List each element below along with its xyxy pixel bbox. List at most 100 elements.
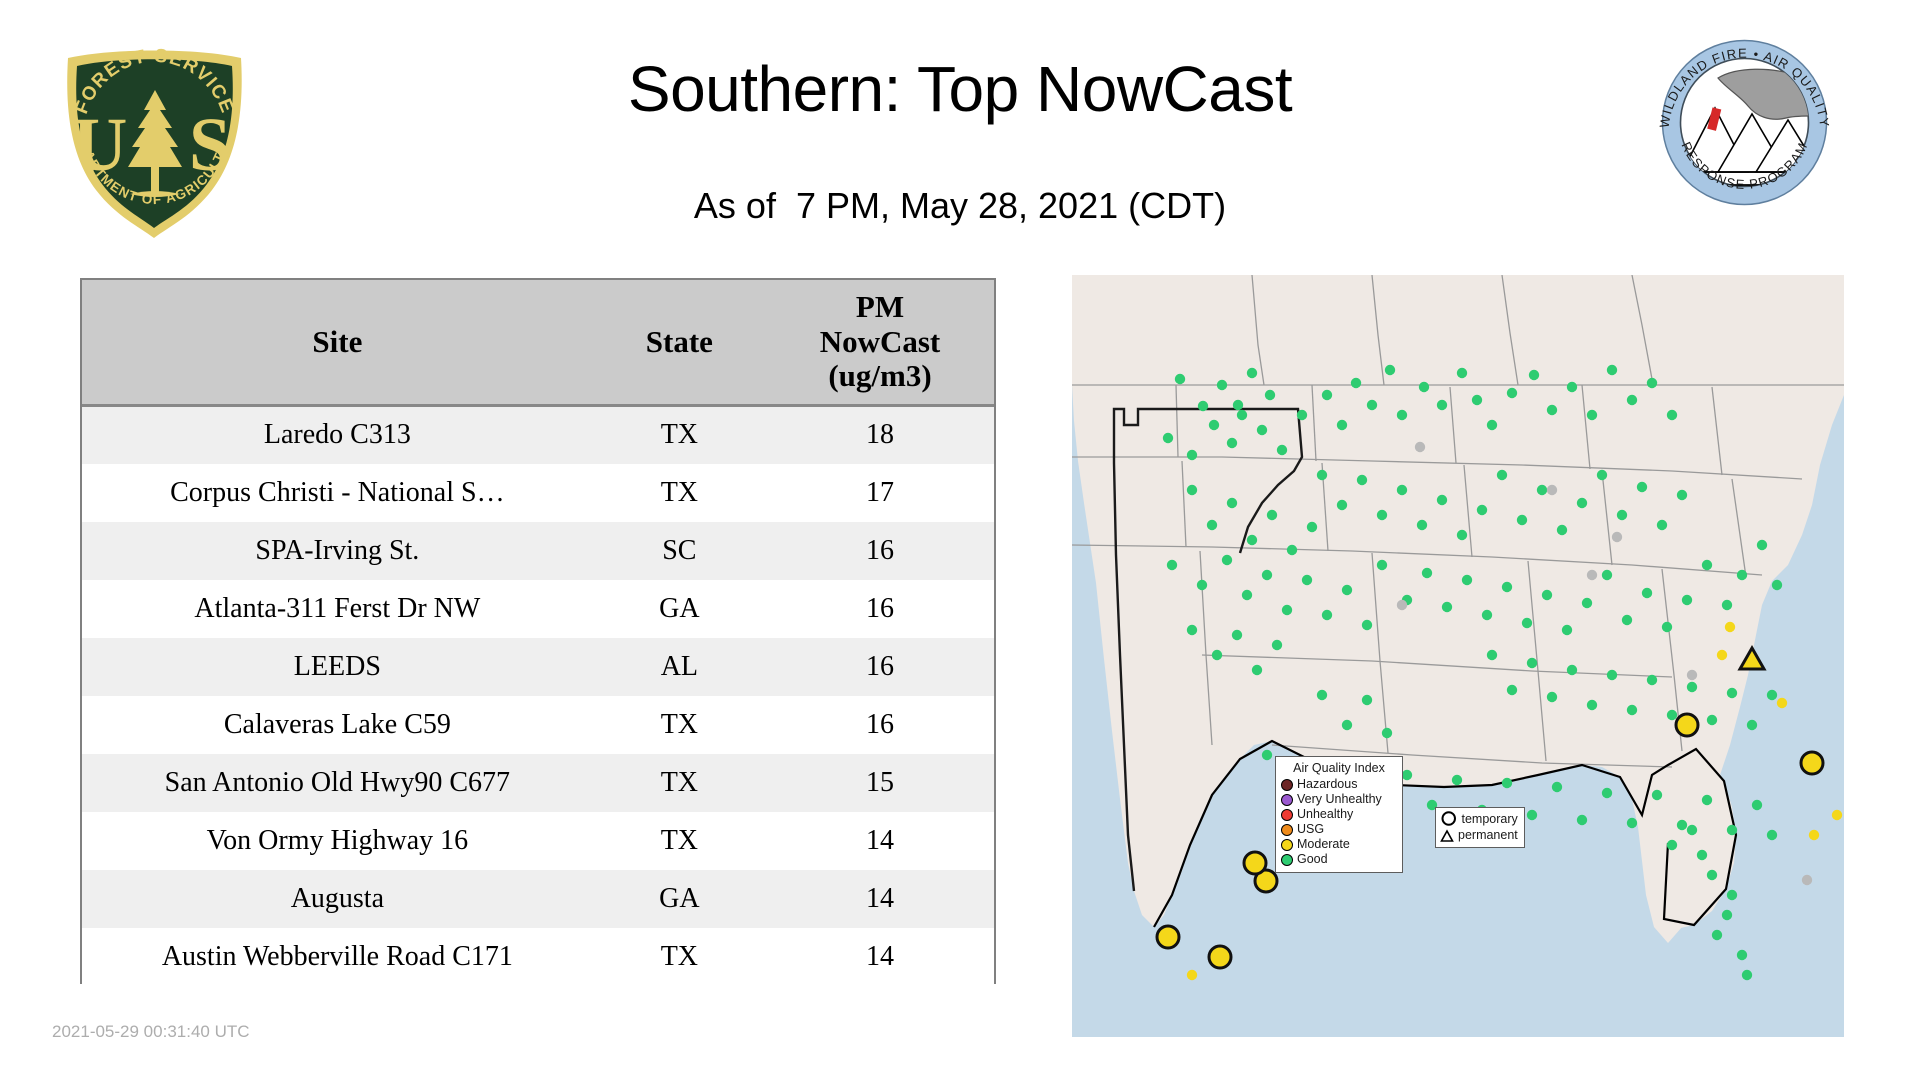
- map-marker-moderate[interactable]: [1724, 621, 1736, 633]
- map-marker-good[interactable]: [1350, 377, 1362, 389]
- map-marker-good[interactable]: [1501, 777, 1513, 789]
- map-marker-moderate-temporary[interactable]: [1799, 750, 1825, 776]
- map-marker-good[interactable]: [1496, 469, 1508, 481]
- map-marker-good[interactable]: [1471, 394, 1483, 406]
- map-marker-moderate-temporary[interactable]: [1253, 868, 1279, 894]
- map-marker-good[interactable]: [1166, 559, 1178, 571]
- map-marker-good[interactable]: [1726, 687, 1738, 699]
- map-marker-good[interactable]: [1626, 817, 1638, 829]
- map-marker-good[interactable]: [1501, 581, 1513, 593]
- map-marker-good[interactable]: [1576, 497, 1588, 509]
- map-marker-good[interactable]: [1621, 614, 1633, 626]
- map-marker-good[interactable]: [1361, 694, 1373, 706]
- map-marker-good[interactable]: [1336, 499, 1348, 511]
- map-marker-good[interactable]: [1686, 681, 1698, 693]
- map-marker-good[interactable]: [1456, 367, 1468, 379]
- map-marker-good[interactable]: [1596, 469, 1608, 481]
- map-marker-good[interactable]: [1701, 794, 1713, 806]
- map-marker-good[interactable]: [1341, 584, 1353, 596]
- map-marker-good[interactable]: [1441, 601, 1453, 613]
- map-marker-good[interactable]: [1711, 929, 1723, 941]
- map-marker-good[interactable]: [1581, 597, 1593, 609]
- map-marker-good[interactable]: [1261, 569, 1273, 581]
- map-marker-good[interactable]: [1208, 419, 1220, 431]
- map-marker-good[interactable]: [1566, 664, 1578, 676]
- map-marker-good[interactable]: [1766, 829, 1778, 841]
- map-marker-nodata[interactable]: [1611, 531, 1623, 543]
- map-marker-good[interactable]: [1316, 469, 1328, 481]
- map-marker-good[interactable]: [1576, 814, 1588, 826]
- map-marker-good[interactable]: [1216, 379, 1228, 391]
- map-marker-good[interactable]: [1476, 504, 1488, 516]
- map-marker-good[interactable]: [1271, 639, 1283, 651]
- map-marker-good[interactable]: [1506, 387, 1518, 399]
- map-marker-good[interactable]: [1384, 364, 1396, 376]
- map-marker-good[interactable]: [1561, 624, 1573, 636]
- map-marker-good[interactable]: [1666, 839, 1678, 851]
- map-marker-good[interactable]: [1656, 519, 1668, 531]
- map-marker-good[interactable]: [1506, 684, 1518, 696]
- map-marker-good[interactable]: [1396, 484, 1408, 496]
- map-marker-good[interactable]: [1766, 689, 1778, 701]
- map-marker-good[interactable]: [1251, 664, 1263, 676]
- map-marker-good[interactable]: [1726, 824, 1738, 836]
- map-marker-good[interactable]: [1721, 599, 1733, 611]
- map-marker-good[interactable]: [1646, 377, 1658, 389]
- map-marker-good[interactable]: [1436, 399, 1448, 411]
- map-marker-good[interactable]: [1706, 869, 1718, 881]
- map-marker-good[interactable]: [1416, 519, 1428, 531]
- map-marker-good[interactable]: [1296, 409, 1308, 421]
- map-marker-nodata[interactable]: [1586, 569, 1598, 581]
- map-marker-good[interactable]: [1546, 404, 1558, 416]
- map-marker-good[interactable]: [1426, 799, 1438, 811]
- map-marker-good[interactable]: [1461, 574, 1473, 586]
- map-marker-good[interactable]: [1321, 389, 1333, 401]
- map-marker-good[interactable]: [1486, 419, 1498, 431]
- map-marker-good[interactable]: [1751, 799, 1763, 811]
- map-marker-good[interactable]: [1756, 539, 1768, 551]
- map-marker-good[interactable]: [1681, 594, 1693, 606]
- map-marker-good[interactable]: [1536, 484, 1548, 496]
- map-marker-good[interactable]: [1376, 559, 1388, 571]
- map-marker-moderate-permanent[interactable]: [1737, 644, 1767, 671]
- map-marker-good[interactable]: [1721, 909, 1733, 921]
- map-marker-nodata[interactable]: [1686, 669, 1698, 681]
- map-marker-good[interactable]: [1186, 484, 1198, 496]
- map-marker-good[interactable]: [1266, 509, 1278, 521]
- map-marker-good[interactable]: [1206, 519, 1218, 531]
- map-marker-good[interactable]: [1276, 444, 1288, 456]
- map-marker-good[interactable]: [1686, 824, 1698, 836]
- map-marker-good[interactable]: [1366, 399, 1378, 411]
- map-marker-good[interactable]: [1736, 569, 1748, 581]
- map-marker-good[interactable]: [1281, 604, 1293, 616]
- map-marker-good[interactable]: [1521, 617, 1533, 629]
- map-marker-moderate-temporary[interactable]: [1207, 944, 1233, 970]
- map-marker-good[interactable]: [1316, 689, 1328, 701]
- map-marker-good[interactable]: [1606, 364, 1618, 376]
- map-marker-good[interactable]: [1566, 381, 1578, 393]
- map-marker-good[interactable]: [1746, 719, 1758, 731]
- map-marker-nodata[interactable]: [1414, 441, 1426, 453]
- map-marker-good[interactable]: [1196, 579, 1208, 591]
- map-marker-good[interactable]: [1701, 559, 1713, 571]
- map-marker-good[interactable]: [1626, 394, 1638, 406]
- map-marker-good[interactable]: [1736, 949, 1748, 961]
- map-marker-good[interactable]: [1771, 579, 1783, 591]
- map-marker-good[interactable]: [1381, 727, 1393, 739]
- map-marker-good[interactable]: [1241, 589, 1253, 601]
- map-canvas[interactable]: [1072, 275, 1844, 1037]
- map-marker-good[interactable]: [1516, 514, 1528, 526]
- map-marker-good[interactable]: [1341, 719, 1353, 731]
- map-marker-good[interactable]: [1641, 587, 1653, 599]
- map-marker-good[interactable]: [1661, 621, 1673, 633]
- map-marker-good[interactable]: [1601, 569, 1613, 581]
- map-marker-moderate[interactable]: [1831, 809, 1843, 821]
- map-marker-good[interactable]: [1551, 781, 1563, 793]
- map-marker-moderate[interactable]: [1776, 697, 1788, 709]
- map-marker-good[interactable]: [1436, 494, 1448, 506]
- map-marker-good[interactable]: [1418, 381, 1430, 393]
- map-marker-good[interactable]: [1486, 649, 1498, 661]
- map-marker-moderate[interactable]: [1808, 829, 1820, 841]
- map-marker-good[interactable]: [1606, 669, 1618, 681]
- map-marker-good[interactable]: [1376, 509, 1388, 521]
